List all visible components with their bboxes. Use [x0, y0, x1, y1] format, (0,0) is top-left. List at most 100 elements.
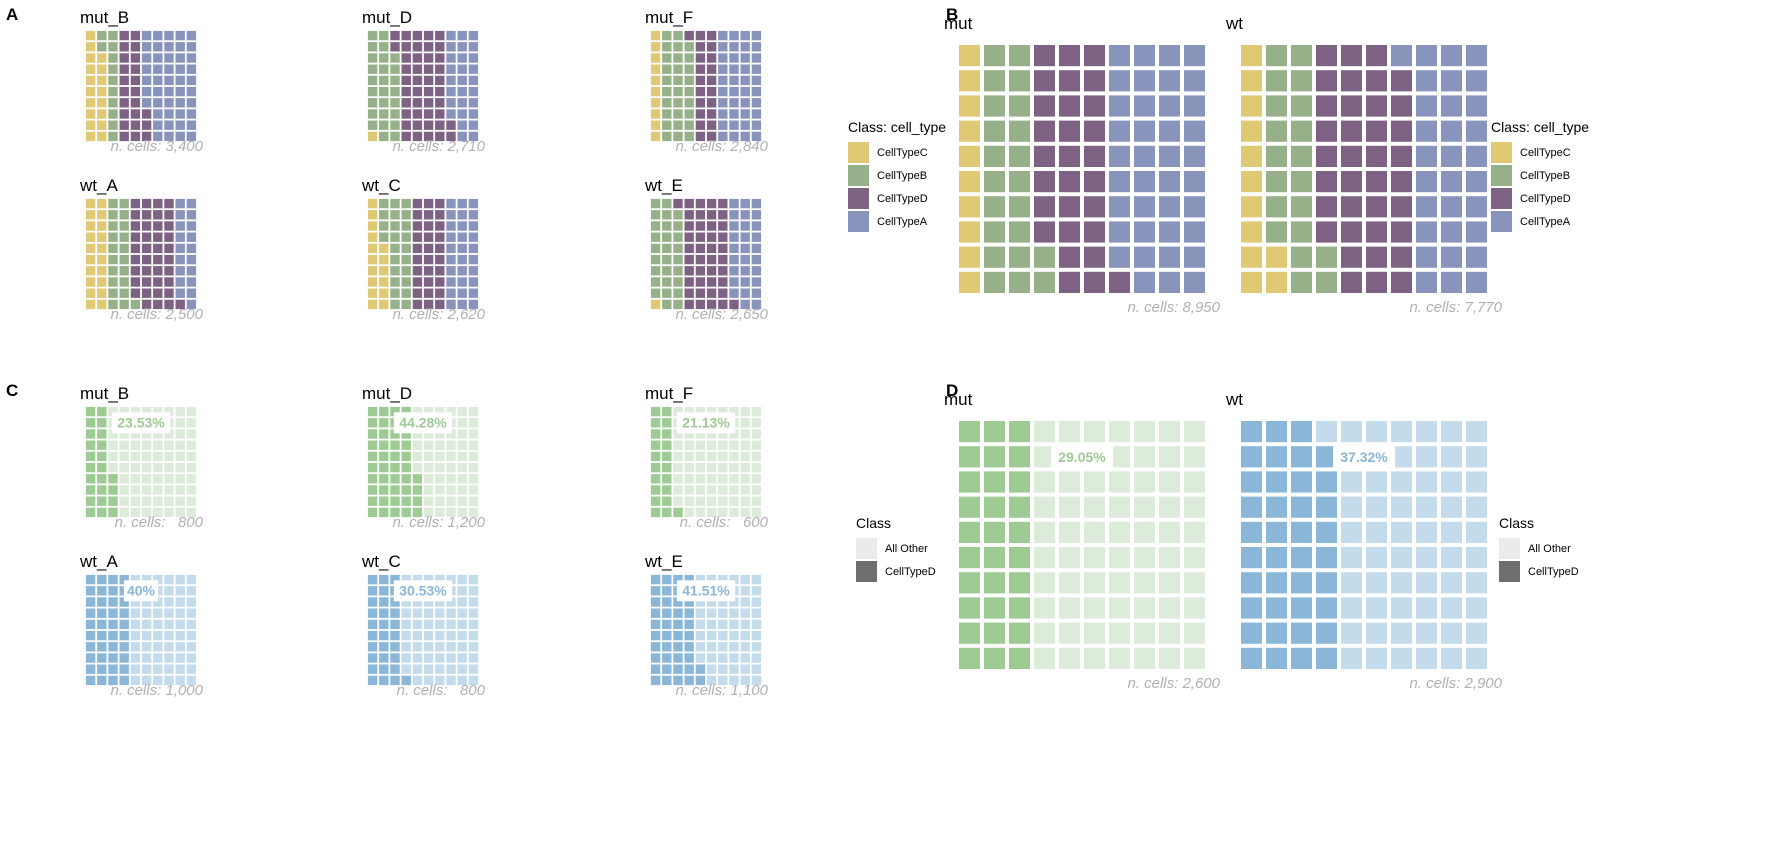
waffle-cell: [108, 232, 118, 242]
waffle-cell: [468, 232, 479, 242]
panel-c-mut_B-title: mut_B: [80, 384, 130, 403]
waffle-cell: [1466, 196, 1487, 218]
waffle-cell: [412, 496, 423, 506]
waffle-cell: [1059, 597, 1080, 619]
waffle-cell: [130, 232, 141, 242]
waffle-cell: [1159, 271, 1180, 293]
waffle-cell: [984, 45, 1005, 67]
waffle-cell: [390, 675, 400, 686]
waffle-cell: [751, 53, 762, 63]
waffle-cell: [684, 642, 694, 652]
panel-a-mut_B-title: mut_B: [80, 8, 130, 27]
waffle-cell: [446, 198, 456, 209]
waffle-cell: [390, 451, 400, 462]
waffle-cell: [1266, 421, 1287, 443]
waffle-cell: [457, 98, 467, 108]
waffle-cell: [1159, 622, 1180, 644]
waffle-cell: [130, 53, 141, 63]
waffle-cell: [740, 642, 750, 652]
waffle-cell: [130, 131, 141, 142]
waffle-cell: [695, 53, 706, 63]
waffle-cell: [130, 243, 141, 254]
waffle-cell: [108, 198, 118, 209]
waffle-cell: [684, 288, 694, 298]
waffle-cell: [1416, 171, 1437, 193]
waffle-cell: [662, 642, 672, 652]
percent-label-background: [111, 412, 171, 434]
waffle-cell: [706, 630, 717, 641]
waffle-cell: [367, 254, 378, 265]
waffle-cell: [130, 277, 141, 287]
waffle-cell: [97, 198, 107, 209]
percent-label-text: 41.51%: [682, 582, 730, 598]
waffle-cell: [706, 254, 717, 265]
waffle-cell: [186, 42, 197, 52]
waffle-cell: [1009, 496, 1030, 518]
waffle-cell: [153, 210, 163, 220]
waffle-cell: [119, 53, 129, 63]
waffle-cell: [1316, 647, 1337, 669]
legend-item: CellTypeB: [848, 164, 946, 187]
waffle-cell: [684, 496, 694, 506]
waffle-cell: [85, 675, 96, 686]
waffle-cell: [367, 653, 378, 663]
waffle-cell: [435, 642, 445, 652]
waffle-cell: [85, 451, 96, 462]
legend-swatch: [1491, 211, 1512, 232]
waffle-cell: [85, 131, 96, 142]
waffle-cell: [1134, 171, 1155, 193]
waffle-cell: [1084, 271, 1105, 293]
waffle-cell: [186, 619, 197, 630]
waffle-cell: [401, 675, 411, 686]
waffle-cell: [108, 120, 118, 130]
waffle-cell: [423, 232, 434, 242]
waffle-cell: [457, 485, 467, 495]
waffle-cell: [718, 266, 728, 276]
waffle-cell: [959, 120, 980, 142]
waffle-cell: [729, 485, 739, 495]
waffle-cell: [695, 496, 706, 506]
waffle-cell: [1316, 572, 1337, 594]
waffle-cell: [153, 406, 163, 417]
waffle-cell: [412, 98, 423, 108]
waffle-cell: [1034, 145, 1055, 167]
waffle-cell: [446, 232, 456, 242]
waffle-cell: [446, 131, 456, 142]
waffle-cell: [1341, 95, 1362, 117]
waffle-cell: [130, 86, 141, 97]
waffle-cell: [740, 109, 750, 119]
waffle-cell: [650, 109, 661, 119]
waffle-cell: [1109, 171, 1130, 193]
waffle-cell: [390, 221, 400, 231]
waffle-cell: [119, 474, 129, 484]
waffle-cell: [1366, 45, 1387, 67]
waffle-cell: [164, 75, 174, 86]
waffle-cell: [729, 277, 739, 287]
panel-b-mut-n-cells: n. cells: 8,950: [1127, 299, 1220, 316]
waffle-cell: [1266, 171, 1287, 193]
waffle-cell: [153, 462, 163, 473]
waffle-cell: [1109, 446, 1130, 468]
waffle-cell: [751, 243, 762, 254]
waffle-cell: [130, 653, 141, 663]
waffle-cell: [468, 597, 479, 607]
waffle-cell: [164, 86, 174, 97]
waffle-cell: [435, 474, 445, 484]
waffle-cell: [706, 243, 717, 254]
waffle-cell: [412, 266, 423, 276]
waffle-cell: [446, 53, 456, 63]
waffle-cell: [435, 485, 445, 495]
waffle-cell: [1034, 221, 1055, 243]
waffle-cell: [650, 288, 661, 298]
waffle-cell: [423, 474, 434, 484]
waffle-cell: [186, 120, 197, 130]
panel-a-mut_B-n-cells: n. cells: 3,400: [110, 138, 203, 155]
waffle-cell: [367, 619, 378, 630]
waffle-cell: [695, 664, 706, 674]
waffle-cell: [1009, 95, 1030, 117]
waffle-cell: [164, 42, 174, 52]
waffle-cell: [1159, 496, 1180, 518]
waffle-cell: [390, 288, 400, 298]
waffle-cell: [423, 64, 434, 74]
waffle-cell: [457, 462, 467, 473]
